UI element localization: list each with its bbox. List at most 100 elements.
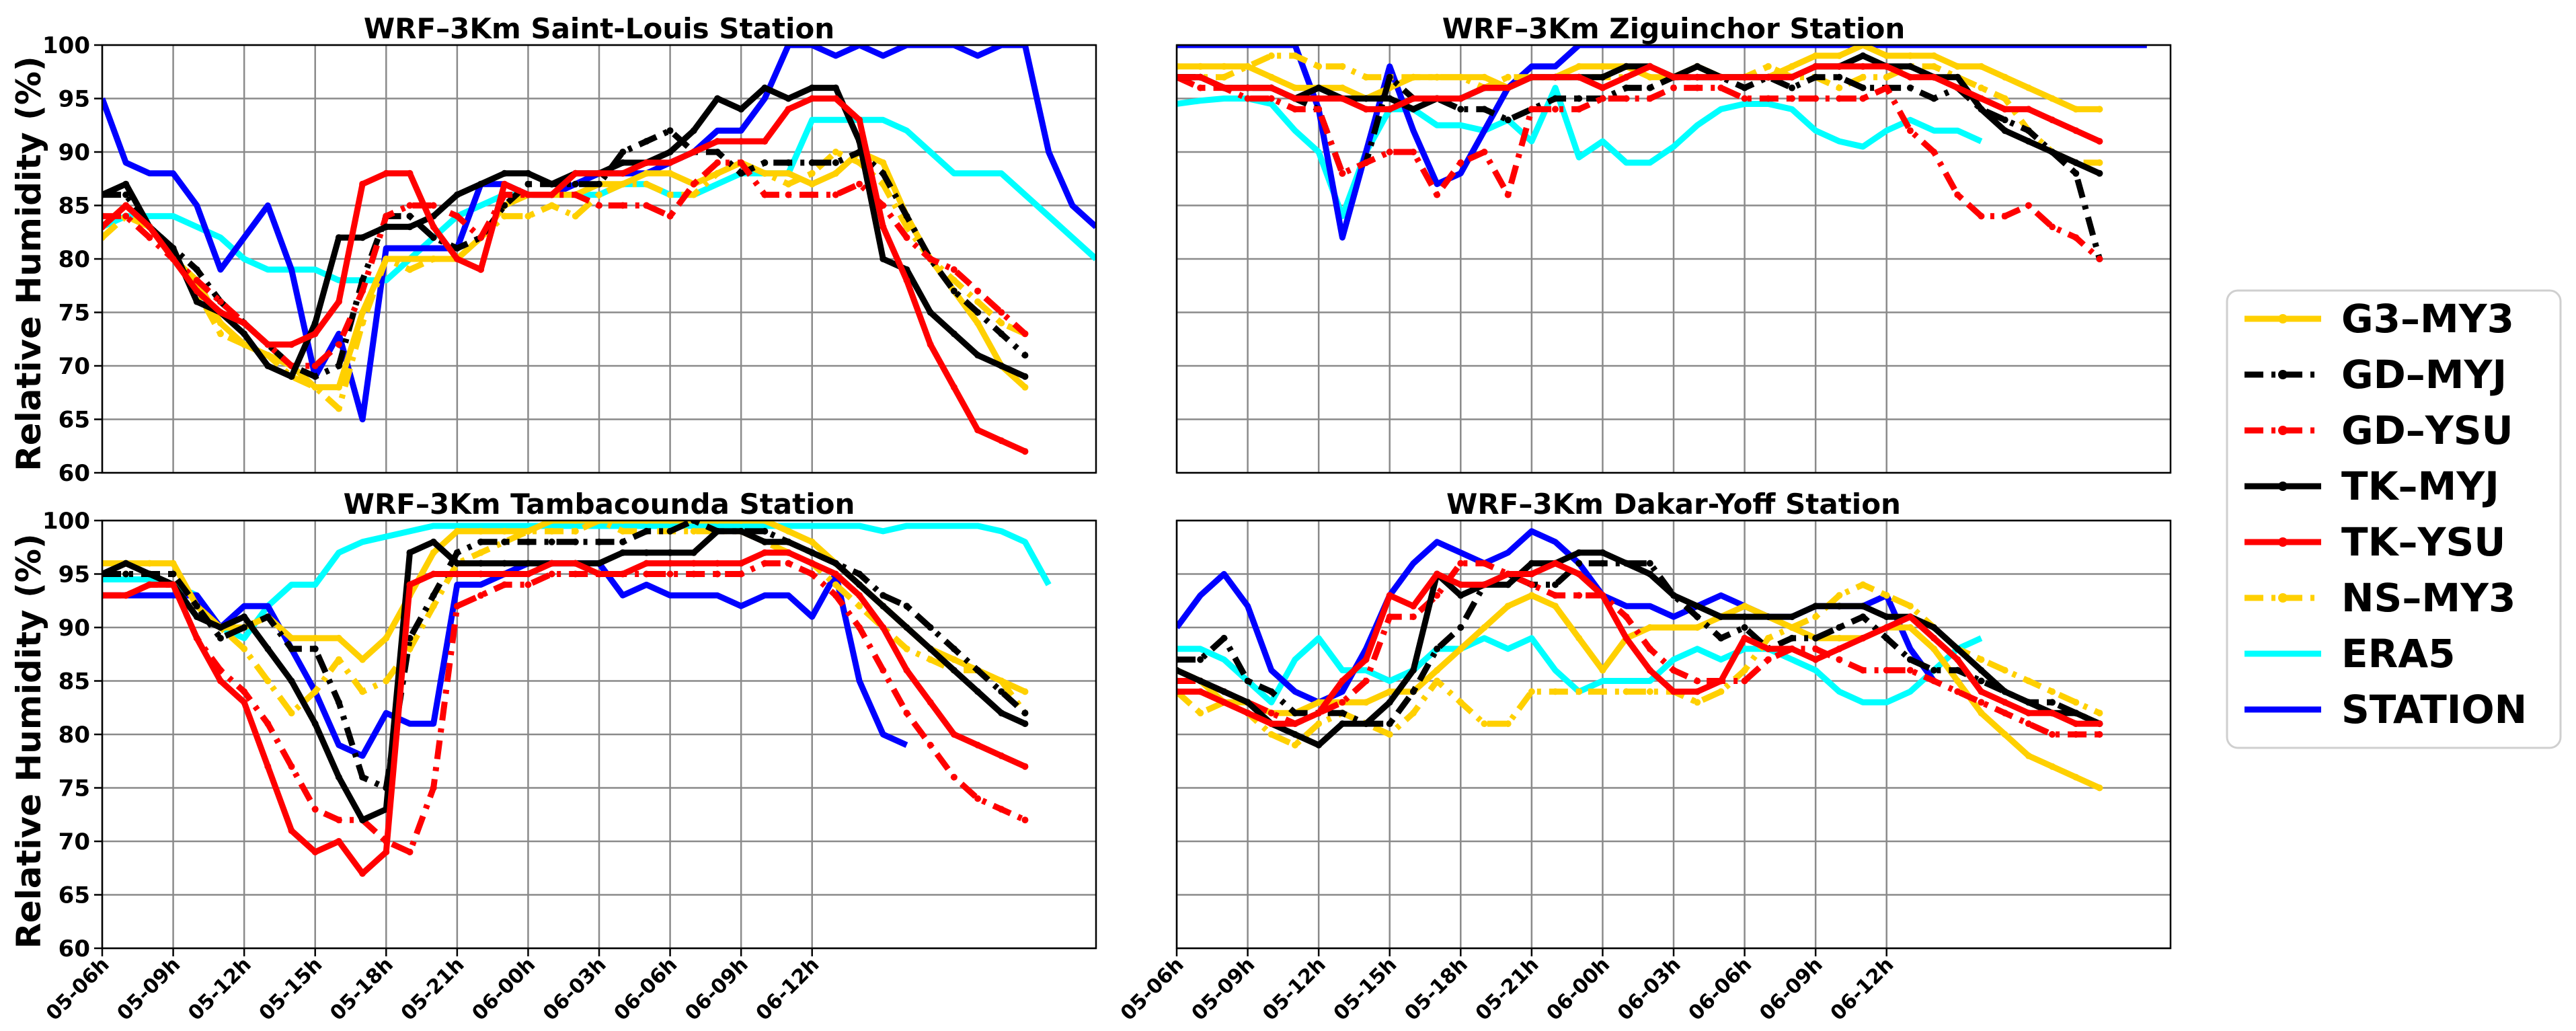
data-point-tk–myj: [761, 84, 769, 91]
data-point-tk–myj: [950, 330, 958, 338]
data-point-tk–ysu: [453, 570, 461, 578]
data-point-ns–my3: [1197, 710, 1204, 717]
data-point-gd–myj: [1504, 116, 1512, 124]
data-point-gd–myj: [524, 538, 532, 545]
data-point-gd–myj: [1021, 352, 1029, 359]
data-point-gd–ysu: [406, 202, 414, 209]
data-point-gd–myj: [2072, 169, 2080, 177]
data-point-tk–ysu: [1220, 699, 1228, 706]
data-point-gd–ysu: [2001, 213, 2008, 220]
data-point-g3–my3: [1267, 73, 1275, 81]
data-point-g3–my3: [1646, 73, 1653, 81]
ylabel-top: Relative Humidity (%): [9, 56, 48, 471]
data-point-tk–myj: [1978, 666, 1985, 674]
data-point-tk–ysu: [193, 287, 200, 295]
data-point-g3–my3: [2072, 106, 2080, 113]
data-point-gd–myj: [1883, 634, 1890, 642]
data-point-gd–myj: [998, 688, 1005, 695]
data-point-g3–my3: [501, 527, 508, 535]
data-point-gd–myj: [359, 276, 366, 284]
data-point-tk–myj: [1409, 666, 1417, 674]
data-point-tk–myj: [193, 613, 200, 621]
series-line-gd–myj: [1177, 560, 2101, 727]
data-point-ns–my3: [1575, 688, 1583, 695]
data-point-tk–ysu: [903, 276, 910, 284]
data-point-tk–ysu: [1694, 73, 1701, 81]
data-point-g3–my3: [1362, 699, 1370, 706]
x-tick-label: 06-00h: [467, 953, 540, 1026]
data-point-tk–myj: [1623, 560, 1630, 567]
panel-title: WRF–3Km Tambacounda Station: [344, 488, 855, 521]
data-point-ns–my3: [1906, 603, 1914, 610]
data-point-ns–my3: [406, 266, 414, 273]
data-point-tk–ysu: [477, 266, 485, 273]
data-point-gd–ysu: [241, 688, 248, 695]
data-point-tk–myj: [288, 677, 295, 685]
data-point-gd–myj: [643, 527, 650, 535]
data-point-tk–ysu: [950, 731, 958, 738]
data-point-g3–my3: [383, 256, 390, 262]
data-point-tk–myj: [1244, 699, 1251, 706]
data-point-gd–myj: [1575, 560, 1583, 567]
data-point-tk–ysu: [1978, 688, 1985, 695]
data-point-ns–my3: [856, 603, 863, 610]
data-point-gd–myj: [596, 538, 602, 545]
data-point-ns–my3: [548, 202, 555, 209]
data-point-tk–ysu: [146, 581, 153, 588]
legend-swatch-marker: [2278, 370, 2288, 379]
data-point-gd–ysu: [1623, 613, 1630, 621]
data-point-gd–myj: [713, 149, 721, 155]
data-point-gd–ysu: [666, 570, 674, 578]
data-point-gd–myj: [477, 538, 485, 545]
data-point-tk–ysu: [1457, 95, 1465, 102]
data-point-tk–ysu: [1481, 84, 1488, 91]
data-point-tk–myj: [1836, 603, 1843, 610]
data-point-gd–myj: [1220, 634, 1228, 642]
data-point-tk–myj: [1575, 549, 1583, 556]
data-point-gd–ysu: [1836, 95, 1843, 102]
data-point-g3–my3: [2025, 752, 2032, 759]
data-point-gd–myj: [288, 645, 295, 652]
y-tick-label: 90: [58, 615, 90, 642]
data-point-gd–ysu: [1741, 95, 1748, 102]
data-point-tk–myj: [927, 309, 934, 316]
data-point-gd–myj: [169, 570, 177, 578]
data-point-tk–ysu: [738, 138, 745, 145]
data-point-ns–my3: [1741, 666, 1748, 674]
data-point-tk–ysu: [927, 341, 934, 348]
data-point-gd–myj: [430, 592, 437, 599]
data-point-tk–ysu: [1717, 73, 1725, 81]
data-point-g3–my3: [311, 634, 319, 642]
data-point-g3–my3: [1409, 73, 1417, 81]
data-point-gd–ysu: [2025, 202, 2032, 209]
data-point-gd–ysu: [1859, 95, 1867, 102]
series-line-gd–myj: [102, 521, 1027, 791]
data-point-gd–ysu: [1575, 592, 1583, 599]
panel-title: WRF–3Km Dakar-Yoff Station: [1446, 488, 1901, 521]
x-tick-label: 05-09h: [113, 953, 186, 1026]
data-point-gd–ysu: [1954, 688, 1961, 695]
data-point-gd–ysu: [572, 570, 579, 578]
data-point-tk–myj: [1717, 613, 1725, 621]
data-point-gd–ysu: [1244, 95, 1251, 102]
data-point-tk–myj: [1812, 603, 1820, 610]
data-point-g3–my3: [619, 180, 627, 188]
data-point-tk–myj: [1197, 677, 1204, 685]
series-line-tk–myj: [102, 85, 1027, 380]
data-point-gd–ysu: [1528, 106, 1535, 113]
x-tick-label: 06-03h: [539, 953, 611, 1026]
data-point-tk–ysu: [974, 426, 982, 434]
data-point-g3–my3: [264, 352, 272, 359]
legend-label: TK–MYJ: [2341, 463, 2499, 509]
panel-title: WRF–3Km Ziguinchor Station: [1442, 12, 1906, 45]
data-point-gd–ysu: [785, 191, 792, 198]
data-point-g3–my3: [453, 527, 461, 535]
data-point-gd–myj: [1457, 106, 1465, 113]
legend-label: ERA5: [2341, 631, 2456, 677]
data-point-tk–myj: [808, 549, 816, 556]
data-point-ns–my3: [1267, 52, 1275, 59]
data-point-gd–myj: [1717, 634, 1725, 642]
data-point-gd–ysu: [1906, 127, 1914, 135]
data-point-tk–ysu: [1315, 95, 1323, 102]
